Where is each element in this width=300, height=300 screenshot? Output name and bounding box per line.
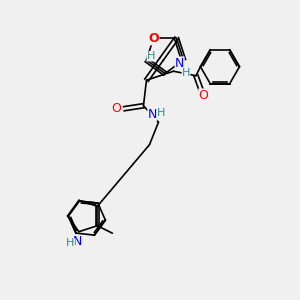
- Text: N: N: [73, 235, 82, 248]
- Text: H: H: [66, 238, 75, 248]
- Text: N: N: [148, 108, 157, 121]
- Text: H: H: [182, 68, 190, 78]
- Text: H: H: [147, 51, 155, 61]
- Text: N: N: [175, 57, 184, 70]
- Text: H: H: [157, 108, 166, 118]
- Text: O: O: [148, 32, 159, 45]
- Text: O: O: [199, 89, 208, 102]
- Text: O: O: [111, 102, 121, 115]
